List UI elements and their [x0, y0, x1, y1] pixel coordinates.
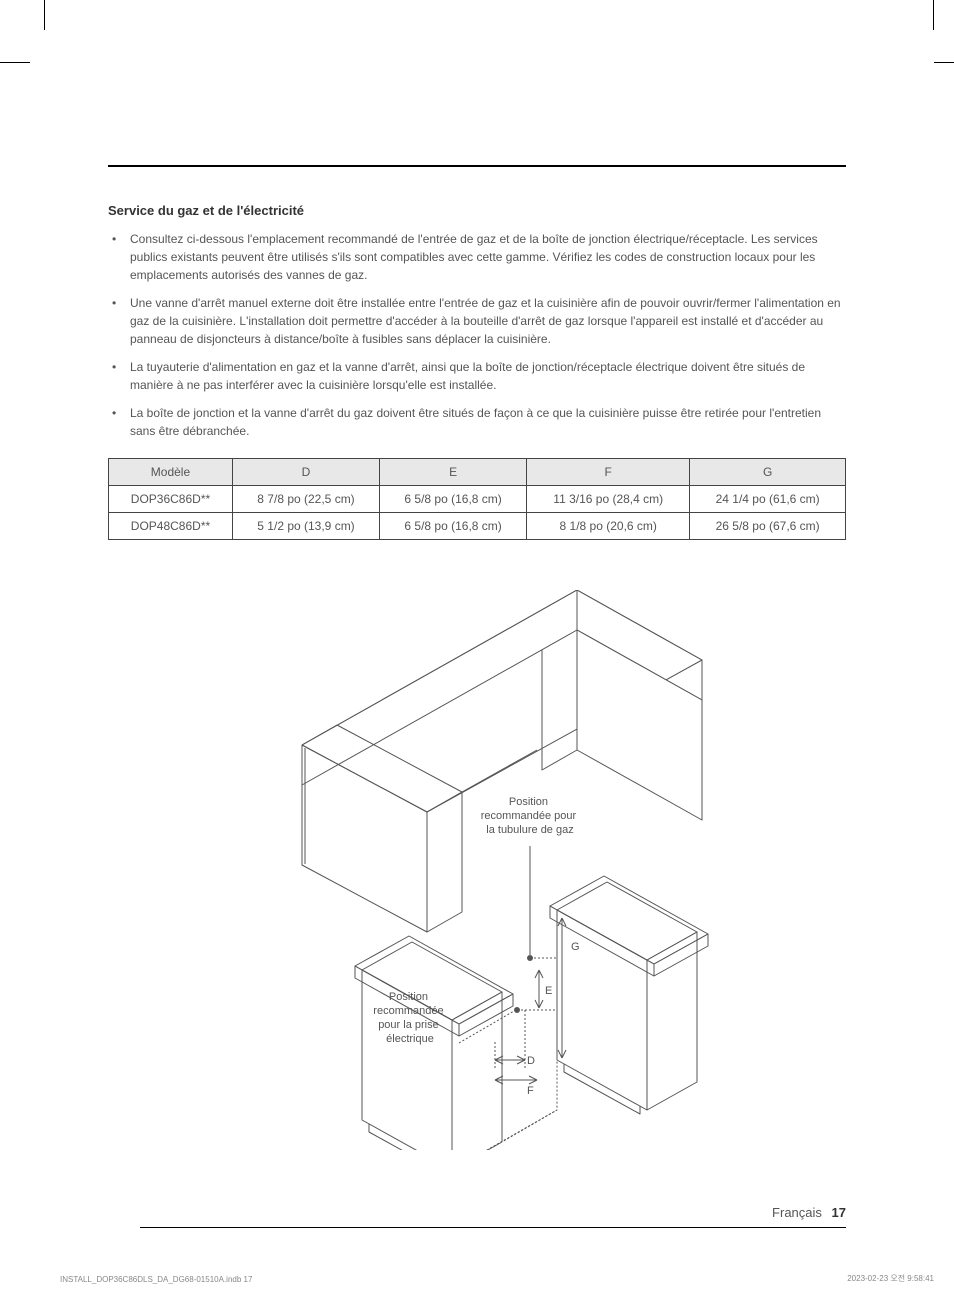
- page-footer: Français 17: [772, 1205, 846, 1220]
- table-cell: 6 5/8 po (16,8 cm): [380, 513, 527, 540]
- list-item: Consultez ci-dessous l'emplacement recom…: [130, 230, 846, 284]
- table-cell: 5 1/2 po (13,9 cm): [232, 513, 379, 540]
- dim-label-f: F: [527, 1085, 534, 1097]
- footer-page-number: 17: [832, 1205, 846, 1220]
- list-item: Une vanne d'arrêt manuel externe doit êt…: [130, 294, 846, 348]
- footer-language: Français: [772, 1205, 822, 1220]
- table-row: DOP36C86D** 8 7/8 po (22,5 cm) 6 5/8 po …: [109, 486, 846, 513]
- diagram-elec-label: Position recommandée pour la prise élect…: [373, 991, 446, 1045]
- dim-label-d: D: [527, 1055, 535, 1067]
- table-cell: 8 7/8 po (22,5 cm): [232, 486, 379, 513]
- section-title: Service du gaz et de l'électricité: [108, 203, 846, 218]
- bullet-list: Consultez ci-dessous l'emplacement recom…: [108, 230, 846, 440]
- crop-mark: [934, 62, 954, 63]
- list-item: La boîte de jonction et la vanne d'arrêt…: [130, 404, 846, 440]
- dim-label-g: G: [571, 941, 580, 953]
- table-cell: 24 1/4 po (61,6 cm): [690, 486, 846, 513]
- installation-diagram: Position recommandée pour la tubulure de…: [108, 590, 846, 1155]
- table-header: G: [690, 459, 846, 486]
- page-content: Service du gaz et de l'électricité Consu…: [0, 0, 954, 1215]
- table-header: Modèle: [109, 459, 233, 486]
- table-cell: 11 3/16 po (28,4 cm): [527, 486, 690, 513]
- header-rule: [108, 165, 846, 167]
- table-cell: DOP48C86D**: [109, 513, 233, 540]
- diagram-gas-label: Position recommandée pour la tubulure de…: [481, 796, 579, 836]
- table-header: F: [527, 459, 690, 486]
- footer-rule: [140, 1227, 846, 1228]
- crop-mark: [933, 0, 934, 30]
- table-row: DOP48C86D** 5 1/2 po (13,9 cm) 6 5/8 po …: [109, 513, 846, 540]
- diagram-svg: Position recommandée pour la tubulure de…: [227, 590, 727, 1150]
- crop-mark: [0, 62, 30, 63]
- table-cell: 8 1/8 po (20,6 cm): [527, 513, 690, 540]
- dim-label-e: E: [545, 985, 552, 997]
- table-header-row: Modèle D E F G: [109, 459, 846, 486]
- crop-mark: [44, 0, 45, 30]
- table-cell: 26 5/8 po (67,6 cm): [690, 513, 846, 540]
- table-header: D: [232, 459, 379, 486]
- print-timestamp: 2023-02-23 오전 9:58:41: [847, 1273, 934, 1284]
- dimensions-table: Modèle D E F G DOP36C86D** 8 7/8 po (22,…: [108, 458, 846, 540]
- table-header: E: [380, 459, 527, 486]
- print-file-info: INSTALL_DOP36C86DLS_DA_DG68-01510A.indb …: [60, 1275, 252, 1284]
- list-item: La tuyauterie d'alimentation en gaz et l…: [130, 358, 846, 394]
- table-cell: 6 5/8 po (16,8 cm): [380, 486, 527, 513]
- table-cell: DOP36C86D**: [109, 486, 233, 513]
